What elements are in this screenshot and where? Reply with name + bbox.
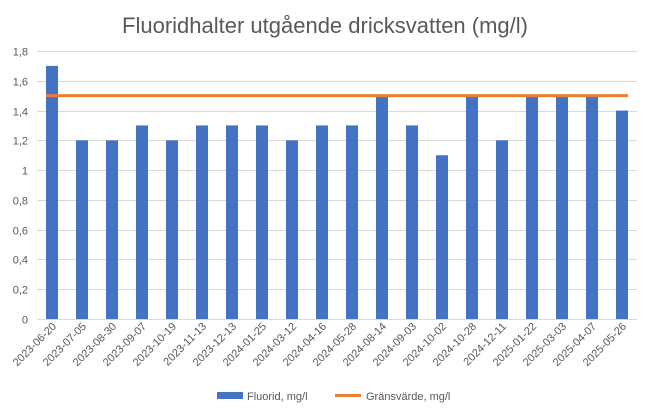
y-tick-label: 1,6 (13, 77, 28, 89)
bar (136, 125, 148, 319)
bar (406, 125, 418, 319)
bar (106, 140, 118, 319)
bar (196, 125, 208, 319)
bar (556, 95, 568, 320)
y-tick-label: 1,2 (13, 136, 28, 148)
bar (526, 95, 538, 320)
y-tick-label: 0,8 (13, 196, 28, 208)
bar (376, 95, 388, 320)
bar (586, 95, 598, 320)
gridlines (37, 51, 637, 320)
legend-swatch-fluorid (217, 392, 243, 399)
y-tick-label: 1,4 (13, 107, 28, 119)
bar (286, 140, 298, 319)
bar (256, 125, 268, 319)
bar (346, 125, 358, 319)
y-tick-label: 0,4 (13, 255, 28, 267)
y-tick-label: 0 (22, 315, 28, 327)
bar (316, 125, 328, 319)
legend-label-fluorid: Fluorid, mg/l (247, 391, 308, 403)
y-tick-label: 1,8 (13, 47, 28, 59)
bar (166, 140, 178, 319)
y-tick-label: 0,2 (13, 285, 28, 297)
bar (46, 65, 58, 319)
legend-label-gransvarde: Gränsvärde, mg/l (366, 391, 450, 403)
y-axis-ticks: 0 0,2 0,4 0,6 0,8 1 1,2 1,4 1,6 1,8 (13, 47, 28, 327)
legend: Fluorid, mg/l Gränsvärde, mg/l (217, 391, 450, 403)
bar (466, 95, 478, 320)
bar (226, 125, 238, 319)
bar-series (46, 65, 628, 320)
y-tick-label: 1 (22, 166, 28, 178)
x-axis-ticks: 2023-06-202023-07-052023-08-302023-09-07… (11, 321, 629, 369)
bar (496, 140, 508, 319)
y-tick-label: 0,6 (13, 226, 28, 238)
bar (616, 110, 628, 319)
bar (76, 140, 88, 319)
chart-title: Fluoridhalter utgående dricksvatten (mg/… (122, 13, 528, 38)
bar (436, 155, 448, 319)
